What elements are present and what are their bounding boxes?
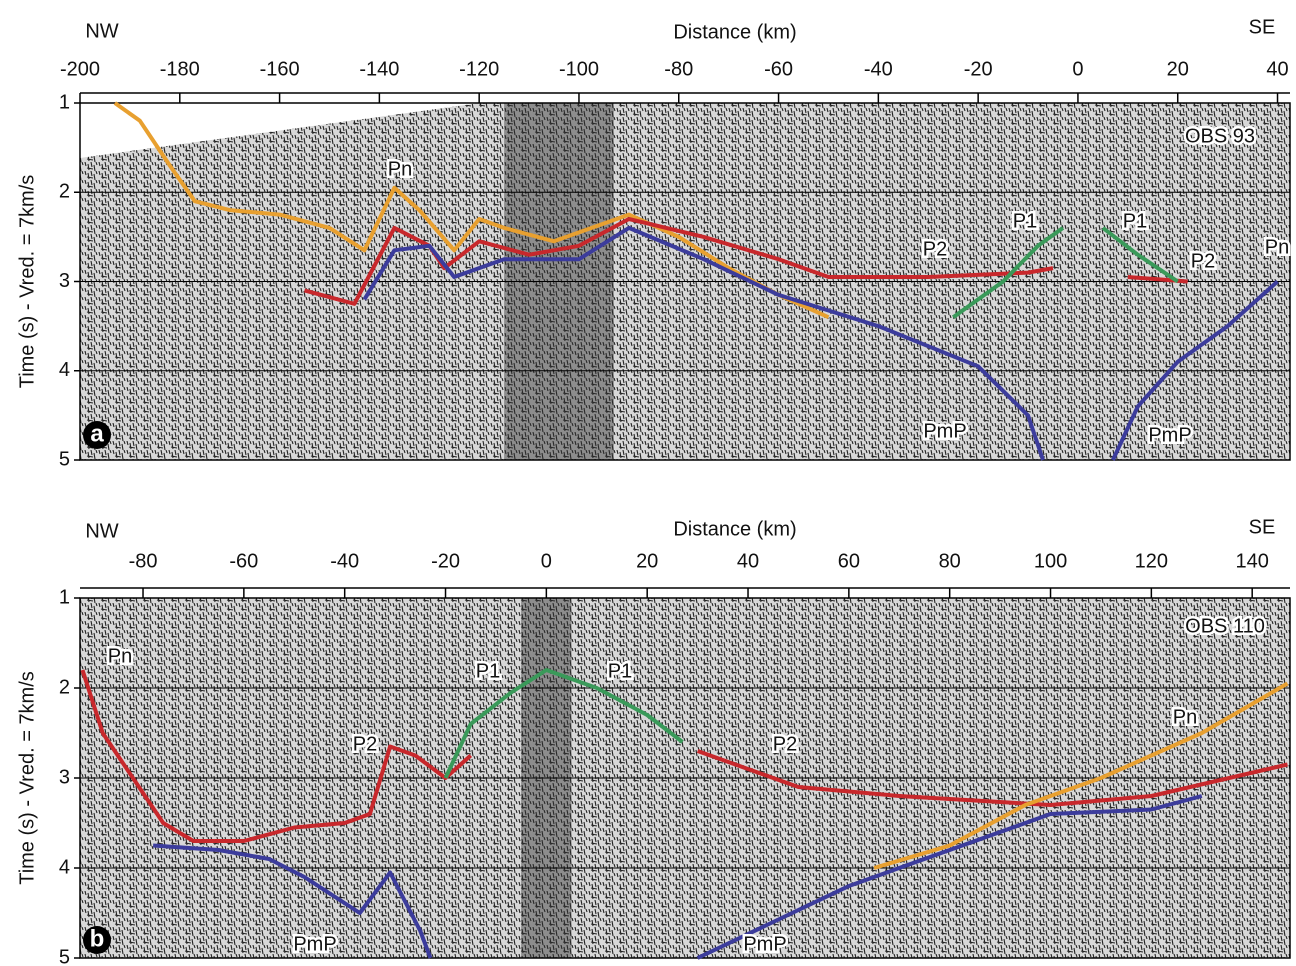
x-tick-label: 140 xyxy=(1236,550,1269,572)
phase-label: Pn xyxy=(1173,706,1197,728)
phase-label: PmP xyxy=(923,420,966,442)
x-tick-label: -60 xyxy=(229,550,258,572)
direction-label: SE xyxy=(1249,16,1276,38)
x-tick-label: 0 xyxy=(1072,58,1083,80)
x-tick-label: -140 xyxy=(359,58,399,80)
station-label: OBS 93 xyxy=(1185,125,1255,147)
x-tick-label: 80 xyxy=(939,550,961,572)
pick-line xyxy=(443,668,684,779)
pick-line xyxy=(152,794,1203,960)
y-tick-label: 2 xyxy=(59,181,70,203)
x-tick-label: -80 xyxy=(129,550,158,572)
phase-label: Pn xyxy=(108,645,132,667)
x-tick-label: 20 xyxy=(636,550,658,572)
y-tick-label: 5 xyxy=(59,448,70,470)
phase-label: P1 xyxy=(1123,210,1147,232)
pick-line xyxy=(362,225,1279,461)
x-tick-label: 40 xyxy=(1266,58,1288,80)
phase-label: PmP xyxy=(1148,424,1191,446)
direction-label: SE xyxy=(1249,516,1276,538)
panel-badge xyxy=(83,421,111,449)
x-axis-title: Distance (km) xyxy=(673,518,796,540)
pick-line xyxy=(113,101,830,320)
panel-label: b xyxy=(90,925,105,952)
y-tick-label: 4 xyxy=(59,359,70,381)
y-tick-label: 4 xyxy=(59,856,70,878)
phase-label: Pn xyxy=(388,158,412,180)
direction-label: NW xyxy=(85,20,118,42)
phase-label: P2 xyxy=(1191,250,1215,272)
panel-badge xyxy=(83,926,111,954)
pick-line xyxy=(873,681,1289,870)
x-tick-label: 0 xyxy=(541,550,552,572)
x-tick-label: -80 xyxy=(664,58,693,80)
station-label: OBS 110 xyxy=(1185,615,1265,637)
x-tick-label: -160 xyxy=(260,58,300,80)
y-tick-label: 5 xyxy=(59,946,70,966)
x-tick-label: -40 xyxy=(864,58,893,80)
y-tick-label: 1 xyxy=(59,91,70,113)
phase-label: P2 xyxy=(773,733,797,755)
x-tick-label: -120 xyxy=(459,58,499,80)
plot-frame xyxy=(79,597,1291,959)
x-tick-label: -20 xyxy=(431,550,460,572)
panel-label: a xyxy=(90,420,104,447)
y-axis-title: Time (s) - Vred. = 7km/s xyxy=(16,175,38,389)
phase-label: P1 xyxy=(1013,210,1037,232)
x-tick-label: -180 xyxy=(160,58,200,80)
y-tick-label: 2 xyxy=(59,676,70,698)
phase-label: P2 xyxy=(923,238,947,260)
y-tick-label: 1 xyxy=(59,586,70,608)
plot-frame xyxy=(79,102,1291,461)
x-tick-label: -100 xyxy=(559,58,599,80)
phase-label: P2 xyxy=(353,733,377,755)
y-tick-label: 3 xyxy=(59,766,70,788)
x-axis-title: Distance (km) xyxy=(673,21,796,43)
x-tick-label: -20 xyxy=(964,58,993,80)
x-tick-label: -40 xyxy=(330,550,359,572)
x-tick-label: 40 xyxy=(737,550,759,572)
x-tick-label: -200 xyxy=(60,58,100,80)
pick-line xyxy=(952,226,1179,319)
x-tick-label: 20 xyxy=(1167,58,1189,80)
y-tick-label: 3 xyxy=(59,270,70,292)
phase-label: P1 xyxy=(476,660,500,682)
blank-region xyxy=(80,103,480,158)
x-tick-label: 100 xyxy=(1034,550,1067,572)
phase-label: Pn xyxy=(1265,236,1289,258)
y-axis-title: Time (s) - Vred. = 7km/s xyxy=(16,671,38,885)
pick-line xyxy=(80,669,1288,843)
phase-label: PmP xyxy=(293,933,336,955)
phase-label: P1 xyxy=(608,660,632,682)
x-tick-label: -60 xyxy=(764,58,793,80)
x-tick-label: 60 xyxy=(838,550,860,572)
x-tick-label: 120 xyxy=(1135,550,1168,572)
phase-label: PmP xyxy=(743,933,786,955)
direction-label: NW xyxy=(85,520,118,542)
